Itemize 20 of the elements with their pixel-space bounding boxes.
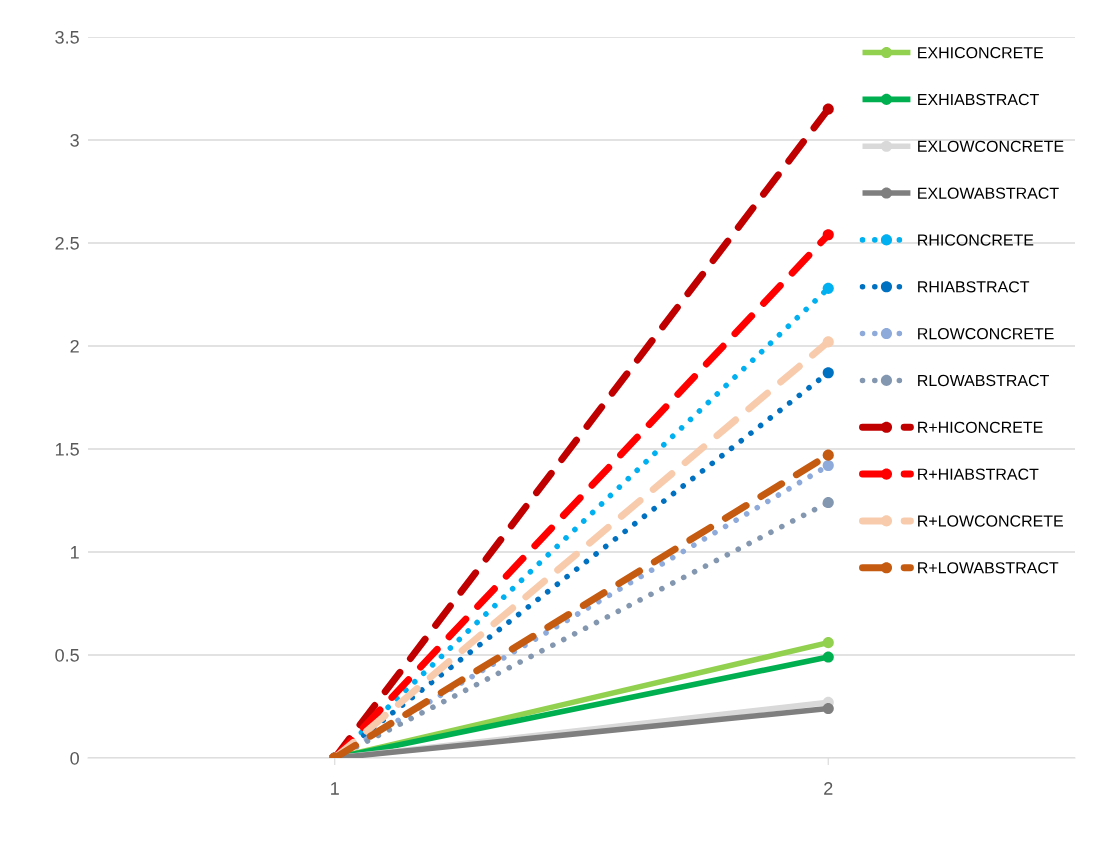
y-tick-label: 1.5 [55, 443, 79, 456]
y-tick-label: 0.5 [55, 648, 79, 662]
y-tick-label: 3.5 [55, 30, 79, 44]
legend-label: RHIABSTRACT [918, 281, 1030, 293]
legend-label: EXHICONCRETE [918, 47, 1044, 59]
legend-label: RLOWABSTRACT [918, 374, 1049, 387]
legend-label: R+LOWABSTRACT [918, 562, 1059, 574]
y-tick-label: 2 [70, 339, 79, 353]
legend-label: R+HIABSTRACT [918, 468, 1039, 480]
legend-label: R+HICONCRETE [918, 421, 1043, 433]
y-tick-label: 2.5 [55, 236, 79, 250]
legend-label: EXHIABSTRACT [918, 93, 1039, 106]
y-tick-label: 3 [70, 133, 79, 147]
y-tick-label: 1 [71, 546, 79, 559]
legend-label: RHICONCRETE [918, 234, 1034, 246]
legend-label: RLOWCONCRETE [918, 328, 1054, 340]
legend-label: EXLOWABSTRACT [918, 187, 1059, 199]
legend-label: R+LOWCONCRETE [918, 515, 1063, 527]
legend-label: EXLOWCONCRETE [918, 140, 1064, 152]
y-tick-label: 0 [70, 751, 79, 765]
